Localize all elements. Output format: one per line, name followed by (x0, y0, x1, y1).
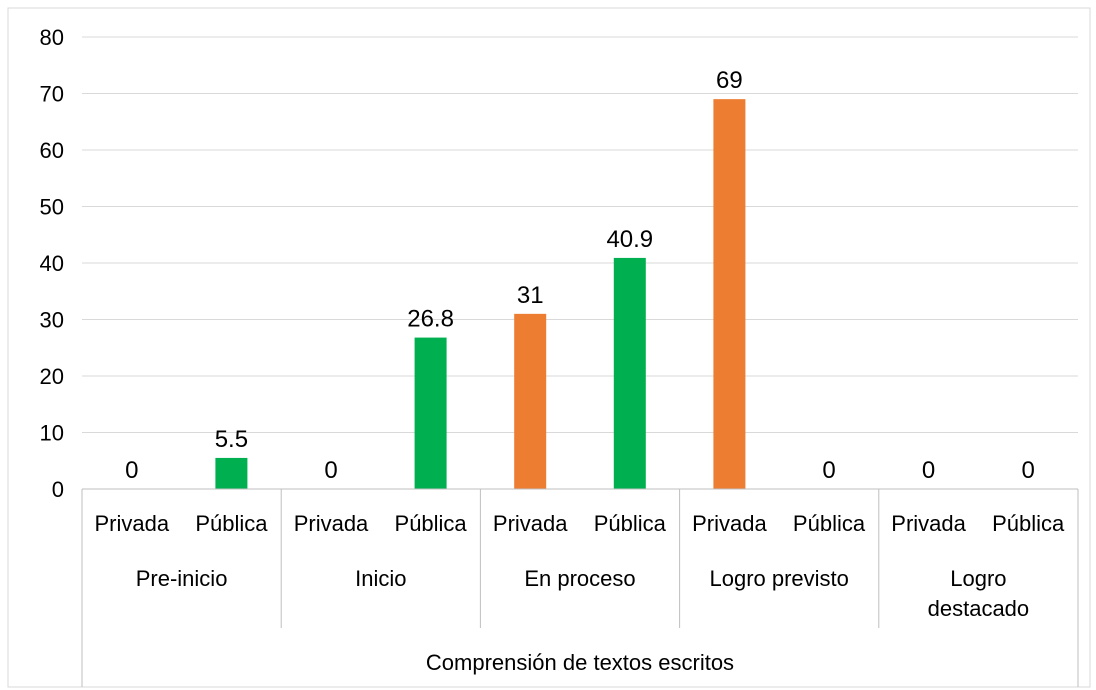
bar-3-privada (713, 99, 746, 490)
data-label-2-1: 40.9 (606, 226, 653, 253)
data-label-3-0: 69 (716, 67, 743, 94)
data-label-1-0: 0 (324, 457, 337, 484)
subcategory-label-2-1: Pública (594, 511, 667, 536)
y-tick-label-10: 10 (40, 421, 64, 446)
data-label-0-0: 0 (125, 457, 138, 484)
y-tick-label-40: 40 (40, 251, 64, 276)
subcategory-label-3-1: Pública (793, 511, 866, 536)
group-label-1-0: Inicio (355, 566, 406, 591)
group-label-3-0: Logro previsto (709, 566, 848, 591)
data-label-1-1: 26.8 (407, 306, 454, 333)
chart-border (7, 7, 1091, 688)
group-label-0-0: Pre-inicio (136, 566, 228, 591)
subcategory-label-4-1: Pública (992, 511, 1065, 536)
bar-2-pública (613, 257, 646, 489)
bar-1-pública (414, 337, 447, 489)
data-label-4-1: 0 (1022, 457, 1035, 484)
group-label-4-1: destacado (928, 596, 1030, 621)
y-tick-label-30: 30 (40, 308, 64, 333)
bar-0-pública (215, 457, 248, 489)
subcategory-label-0-0: Privada (95, 511, 170, 536)
outer-category-label: Comprensión de textos escritos (426, 650, 734, 675)
subcategory-label-2-0: Privada (493, 511, 568, 536)
data-label-4-0: 0 (922, 457, 935, 484)
y-tick-label-80: 80 (40, 25, 64, 50)
subcategory-label-1-0: Privada (294, 511, 369, 536)
bar-2-privada (514, 313, 547, 489)
y-tick-label-50: 50 (40, 195, 64, 220)
y-tick-label-0: 0 (52, 477, 64, 502)
subcategory-label-3-0: Privada (692, 511, 767, 536)
subcategory-label-1-1: Pública (395, 511, 468, 536)
subcategory-label-4-0: Privada (891, 511, 966, 536)
group-label-2-0: En proceso (524, 566, 635, 591)
y-tick-label-20: 20 (40, 364, 64, 389)
group-label-4-0: Logro (950, 566, 1006, 591)
y-tick-label-60: 60 (40, 138, 64, 163)
data-label-0-1: 5.5 (215, 426, 248, 453)
subcategory-label-0-1: Pública (195, 511, 268, 536)
y-tick-label-70: 70 (40, 82, 64, 107)
data-label-2-0: 31 (517, 282, 544, 309)
data-label-3-1: 0 (822, 457, 835, 484)
